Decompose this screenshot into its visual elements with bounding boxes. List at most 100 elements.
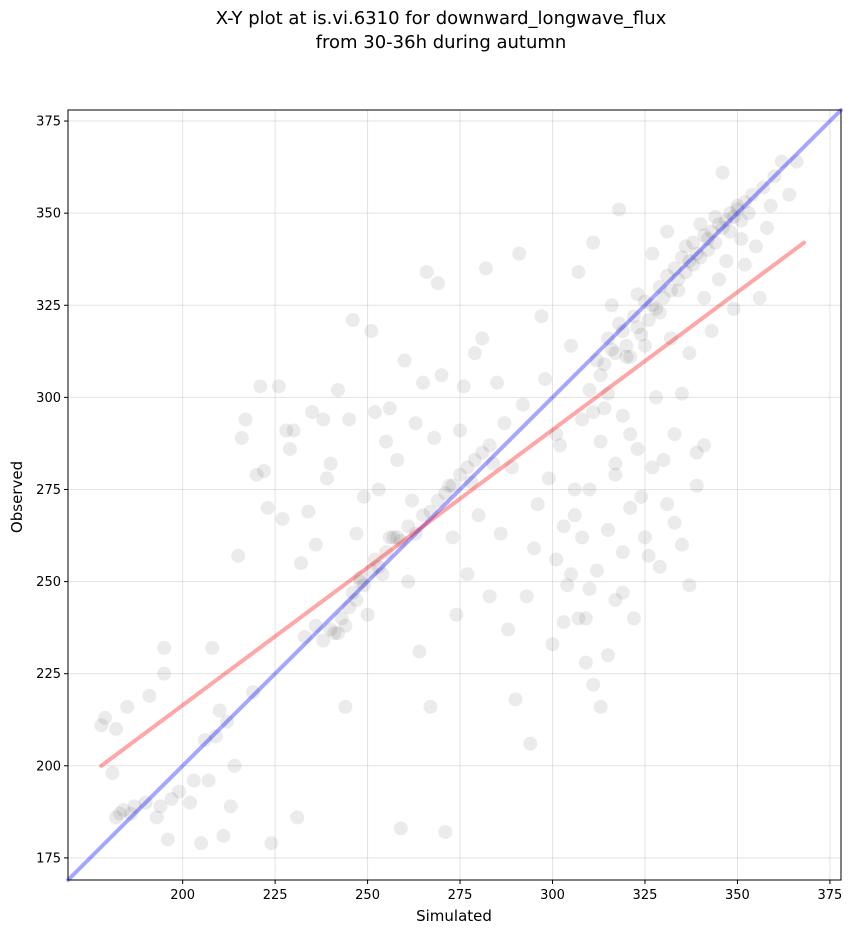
y-tick-label: 175 bbox=[36, 851, 61, 866]
scatter-point bbox=[423, 699, 438, 714]
scatter-point bbox=[216, 828, 231, 843]
scatter-point bbox=[282, 441, 297, 456]
scatter-point bbox=[327, 626, 342, 641]
scatter-point bbox=[127, 799, 142, 814]
scatter-point bbox=[308, 618, 323, 633]
scatter-point bbox=[752, 290, 767, 305]
scatter-point bbox=[408, 416, 423, 431]
scatter-point bbox=[767, 169, 782, 184]
scatter-point bbox=[371, 482, 386, 497]
scatter-point bbox=[689, 478, 704, 493]
scatter-point bbox=[600, 648, 615, 663]
scatter-point bbox=[183, 795, 198, 810]
scatter-point bbox=[637, 338, 652, 353]
scatter-point bbox=[482, 589, 497, 604]
scatter-point bbox=[301, 504, 316, 519]
scatter-point bbox=[604, 342, 619, 357]
scatter-point bbox=[549, 552, 564, 567]
scatter-point bbox=[645, 298, 660, 313]
scatter-point bbox=[682, 346, 697, 361]
scatter-point bbox=[408, 526, 423, 541]
scatter-point bbox=[453, 423, 468, 438]
scatter-point bbox=[623, 349, 638, 364]
scatter-point bbox=[615, 324, 630, 339]
scatter-point bbox=[478, 261, 493, 276]
scatter-point bbox=[438, 486, 453, 501]
scatter-point bbox=[120, 699, 135, 714]
scatter-point bbox=[471, 508, 486, 523]
grid bbox=[68, 110, 841, 880]
x-tick-label: 225 bbox=[263, 888, 288, 903]
scatter-point bbox=[556, 519, 571, 534]
scatter-point bbox=[438, 825, 453, 840]
chart-subtitle: from 30-36h during autumn bbox=[316, 32, 567, 53]
scatter-point bbox=[393, 534, 408, 549]
scatter-point bbox=[367, 405, 382, 420]
scatter-point bbox=[748, 239, 763, 254]
scatter-point bbox=[142, 688, 157, 703]
scatter-point bbox=[564, 567, 579, 582]
scatter-point bbox=[260, 500, 275, 515]
scatter-point bbox=[649, 390, 664, 405]
scatter-point bbox=[612, 202, 627, 217]
scatter-point bbox=[434, 368, 449, 383]
scatter-point bbox=[393, 821, 408, 836]
scatter-point bbox=[353, 574, 368, 589]
scatter-point bbox=[719, 213, 734, 228]
scatter-point bbox=[630, 441, 645, 456]
scatter-point bbox=[519, 589, 534, 604]
scatter-point bbox=[171, 784, 186, 799]
scatter-point bbox=[730, 198, 745, 213]
scatter-point bbox=[589, 563, 604, 578]
scatter-point bbox=[726, 209, 741, 224]
scatter-point bbox=[504, 460, 519, 475]
scatter-point bbox=[708, 235, 723, 250]
scatter-point bbox=[608, 456, 623, 471]
x-axis-label: Simulated bbox=[416, 907, 492, 925]
scatter-point bbox=[656, 453, 671, 467]
scatter-point bbox=[220, 714, 235, 729]
scatter-point bbox=[205, 640, 220, 655]
scatter-point bbox=[682, 578, 697, 593]
scatter-point bbox=[663, 283, 678, 298]
scatter-point bbox=[530, 497, 545, 512]
scatter-point bbox=[604, 298, 619, 313]
scatter-point bbox=[231, 548, 246, 563]
scatter-point bbox=[730, 202, 745, 217]
y-tick-label: 325 bbox=[36, 299, 61, 314]
scatter-point bbox=[637, 530, 652, 545]
scatter-point bbox=[464, 475, 479, 490]
scatter-point bbox=[689, 445, 704, 460]
scatter-point bbox=[652, 559, 667, 574]
scatter-point bbox=[294, 556, 309, 571]
scatter-point bbox=[711, 272, 726, 287]
scatter-point bbox=[390, 530, 405, 545]
scatter-point bbox=[501, 622, 516, 637]
scatter-point bbox=[697, 290, 712, 305]
scatter-point bbox=[597, 401, 612, 416]
y-tick-label: 375 bbox=[36, 115, 61, 130]
scatter-point bbox=[456, 379, 471, 394]
scatter-point bbox=[186, 773, 201, 788]
scatter-point bbox=[345, 585, 360, 600]
scatter-point bbox=[660, 268, 675, 283]
scatter-point bbox=[663, 331, 678, 346]
scatter-point bbox=[112, 806, 127, 821]
scatter-point bbox=[201, 773, 216, 788]
scatter-point bbox=[667, 261, 682, 276]
scatter-point bbox=[619, 338, 634, 353]
x-tick-label: 375 bbox=[817, 888, 842, 903]
scatter-point bbox=[427, 430, 442, 445]
scatter-point bbox=[164, 791, 179, 806]
scatter-point bbox=[652, 279, 667, 294]
scatter-point bbox=[756, 180, 771, 195]
scatter-point bbox=[630, 287, 645, 302]
scatter-point bbox=[397, 353, 412, 368]
scatter-point bbox=[138, 795, 153, 810]
scatter-point bbox=[353, 570, 368, 585]
scatter-point bbox=[582, 482, 597, 497]
scatter-point bbox=[589, 353, 604, 368]
scatter-point bbox=[789, 154, 804, 169]
scatter-point bbox=[560, 578, 575, 593]
scatter-point bbox=[615, 408, 630, 423]
